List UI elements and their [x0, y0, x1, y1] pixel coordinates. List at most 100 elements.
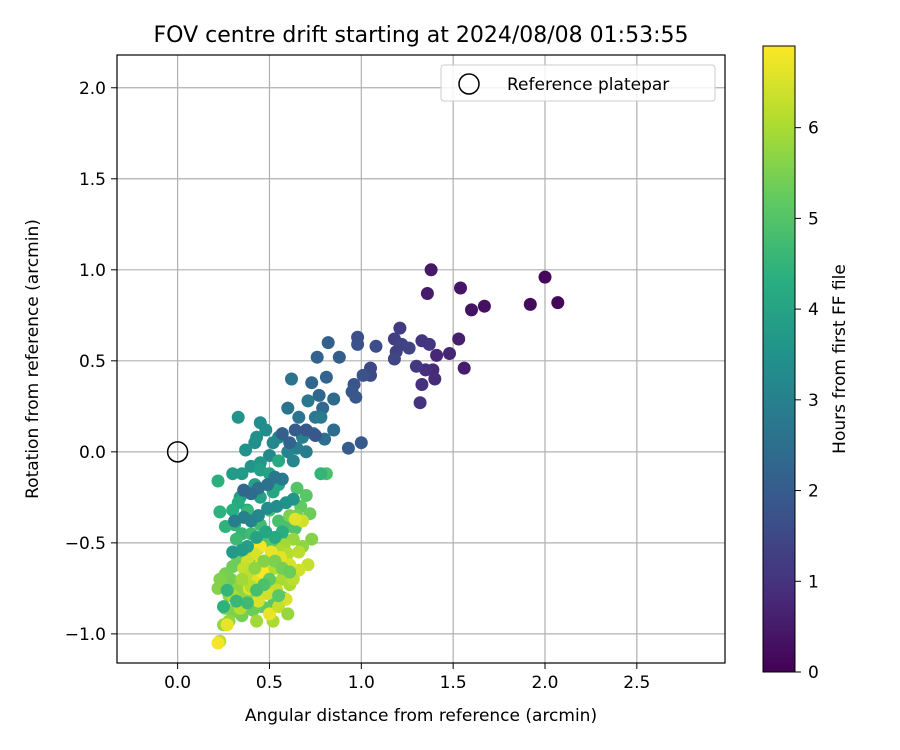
- scatter-point: [454, 281, 467, 295]
- scatter-point: [523, 297, 537, 311]
- scatter-point: [428, 372, 442, 386]
- scatter-point: [251, 594, 265, 608]
- scatter-point: [235, 572, 249, 586]
- scatter-point: [272, 600, 286, 614]
- scatter-point: [229, 594, 243, 608]
- legend-reference-marker: [458, 73, 480, 95]
- x-axis-ticks: 0.0 0.5 1.0 1.5 2.0 2.5: [164, 663, 650, 693]
- scatter-point: [314, 410, 328, 424]
- scatter-point: [283, 565, 297, 579]
- scatter-point: [332, 350, 346, 364]
- scatter-point: [369, 339, 383, 353]
- scatter-point: [351, 337, 365, 351]
- x-tick-label: 2.0: [531, 673, 558, 693]
- y-tick-label: 1.0: [79, 261, 106, 281]
- scatter-point: [424, 263, 438, 277]
- scatter-point: [402, 341, 416, 355]
- scatter-point: [266, 436, 280, 450]
- legend-box: [440, 64, 716, 102]
- scatter-point: [299, 489, 313, 502]
- x-axis-label: Angular distance from reference (arcmin): [245, 706, 597, 726]
- scatter-point: [288, 423, 302, 437]
- scatter-point: [452, 332, 466, 346]
- scatter-point: [314, 467, 328, 481]
- scatter-point: [272, 454, 286, 468]
- colorbar-tick-label: 6: [808, 119, 819, 139]
- scatter-point: [261, 501, 275, 515]
- scatter-point: [356, 368, 370, 382]
- scatter-point: [281, 607, 295, 621]
- scatter-point: [465, 303, 478, 317]
- scatter-point: [237, 483, 251, 497]
- plot-frame: [116, 54, 726, 664]
- colorbar-tick-label: 2: [808, 482, 819, 502]
- scatter-point: [228, 514, 242, 528]
- scatter-point: [327, 392, 341, 406]
- colorbar-tick-label: 0: [808, 663, 819, 683]
- scatter-point: [341, 441, 355, 455]
- scatter-point: [292, 410, 306, 424]
- x-tick-label: 1.0: [348, 673, 375, 693]
- colorbar-tick-label: 1: [808, 572, 819, 592]
- colorbar-tick-label: 5: [808, 209, 819, 229]
- scatter-point: [253, 416, 267, 430]
- scatter-point: [263, 607, 276, 621]
- y-tick-label: 2.0: [79, 79, 106, 99]
- scatter-point: [305, 532, 319, 546]
- x-tick-label: 2.5: [623, 673, 650, 693]
- scatter-point: [286, 454, 300, 468]
- legend: Reference platepar: [440, 64, 716, 102]
- scatter-point: [288, 512, 302, 526]
- scatter-point: [283, 436, 297, 450]
- scatter-point: [213, 505, 227, 519]
- scatter-point: [235, 467, 249, 481]
- y-tick-label: 0.0: [79, 443, 106, 463]
- scatter-point: [345, 385, 359, 399]
- scatter-point: [420, 287, 434, 300]
- scatter-point: [422, 337, 436, 351]
- scatter-point: [387, 352, 401, 366]
- scatter-point: [310, 350, 324, 364]
- scatter-point: [321, 336, 335, 350]
- reference-point: [166, 441, 189, 463]
- y-axis-ticks: −1.0 −0.5 0.0 0.5 1.0 1.5 2.0: [65, 79, 117, 645]
- scatter-point: [290, 481, 304, 495]
- colorbar-tick-label: 3: [808, 391, 819, 411]
- scatter-point: [457, 361, 471, 375]
- scatter-point: [319, 370, 333, 384]
- scatter-point: [281, 401, 295, 415]
- scatter-point: [257, 554, 271, 568]
- scatter-point: [226, 467, 240, 481]
- scatter-point: [231, 410, 245, 424]
- scatter-point: [292, 545, 306, 559]
- scatter-point: [250, 530, 264, 544]
- scatter-point: [551, 296, 565, 310]
- colorbar-label: Hours from first FF file: [830, 264, 850, 454]
- scatter-point: [430, 348, 444, 362]
- scatter-point: [393, 321, 407, 335]
- scatter-point: [443, 347, 456, 360]
- scatter-point: [354, 436, 368, 450]
- colorbar-tick-label: 4: [808, 300, 819, 320]
- scatter-point: [250, 430, 264, 444]
- y-tick-label: 0.5: [79, 352, 106, 372]
- y-tick-label: −0.5: [65, 534, 106, 554]
- y-tick-label: 1.5: [79, 170, 106, 190]
- chart-title: FOV centre drift starting at 2024/08/08 …: [154, 23, 689, 48]
- scatter-point: [409, 359, 423, 373]
- scatter-point: [250, 583, 264, 597]
- scatter-point: [250, 614, 264, 628]
- scatter-point: [239, 443, 253, 457]
- grid-lines: [117, 55, 725, 663]
- reference-platepar-marker: [166, 441, 189, 463]
- colorbar-ticks: 0 1 2 3 4 5 6: [795, 119, 819, 683]
- scatter-point: [220, 618, 234, 632]
- scatter-points: [211, 263, 565, 650]
- y-axis-label: Rotation from reference (arcmin): [23, 219, 43, 499]
- scatter-point: [305, 376, 319, 390]
- y-tick-label: −1.0: [65, 625, 106, 645]
- scatter-point: [312, 388, 326, 402]
- scatter-point: [248, 561, 262, 575]
- scatter-point: [220, 583, 234, 597]
